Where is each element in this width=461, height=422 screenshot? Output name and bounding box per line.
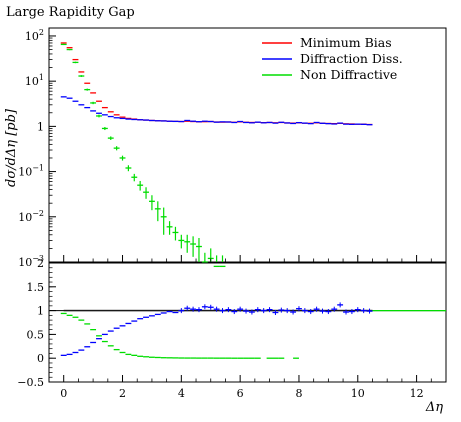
ratio-y-ticks: −0.5 0 0.5 1 1.5 2 <box>17 257 56 389</box>
x-axis-label: Δη <box>425 400 443 415</box>
x-tick-label: 0 <box>60 387 67 400</box>
legend-item: Non Diffractive <box>262 67 397 82</box>
x-tick-label: 8 <box>295 387 302 400</box>
y-axis-label: dσ/dΔη [pb] <box>4 108 19 187</box>
y-tick-label: 1 <box>37 120 44 133</box>
ratio-series <box>60 302 373 359</box>
ratio-panel: −0.5 0 0.5 1 1.5 2 <box>17 257 447 389</box>
series-non-diffractive <box>60 43 226 268</box>
top-panel-frame <box>48 27 447 263</box>
chart-title: Large Rapidity Gap <box>6 5 135 20</box>
ratio-y-tick-label: −0.5 <box>17 376 44 389</box>
ratio-series-non-diffractive <box>60 312 299 359</box>
ratio-y-tick-label: 2 <box>37 257 44 270</box>
legend-label: Minimum Bias <box>300 35 392 50</box>
x-tick-label: 10 <box>351 387 365 400</box>
x-axis-ticks: 0 2 4 6 8 10 12 <box>48 255 447 400</box>
y-tick-label: 101 <box>25 73 44 88</box>
ratio-panel-frame <box>48 262 447 383</box>
y-tick-label: 10−3 <box>18 254 44 269</box>
top-panel: 102 101 1 10−1 10−2 10−3 Minimum BiasDiffract… <box>18 27 447 269</box>
x-tick-label: 4 <box>178 387 185 400</box>
legend-label: Non Diffractive <box>300 67 397 82</box>
ratio-y-tick-label: 0 <box>37 352 44 365</box>
legend-item: Diffraction Diss. <box>262 51 403 66</box>
legend-label: Diffraction Diss. <box>300 51 403 66</box>
series-diffraction-diss- <box>60 96 373 126</box>
legend-item: Minimum Bias <box>262 35 392 50</box>
ratio-series-diffraction-diss- <box>60 302 373 356</box>
ratio-y-tick-label: 1.5 <box>27 281 45 294</box>
y-tick-label: 10−2 <box>18 209 44 224</box>
y-tick-label: 102 <box>25 28 44 43</box>
x-tick-label: 6 <box>237 387 244 400</box>
ratio-y-tick-label: 1 <box>37 305 44 318</box>
ratio-y-tick-label: 0.5 <box>27 328 45 341</box>
x-tick-label: 12 <box>410 387 424 400</box>
y-tick-label: 10−1 <box>18 164 44 179</box>
top-y-ticks: 102 101 1 10−1 10−2 10−3 <box>18 28 56 269</box>
top-series <box>60 42 373 268</box>
x-tick-label: 2 <box>119 387 126 400</box>
